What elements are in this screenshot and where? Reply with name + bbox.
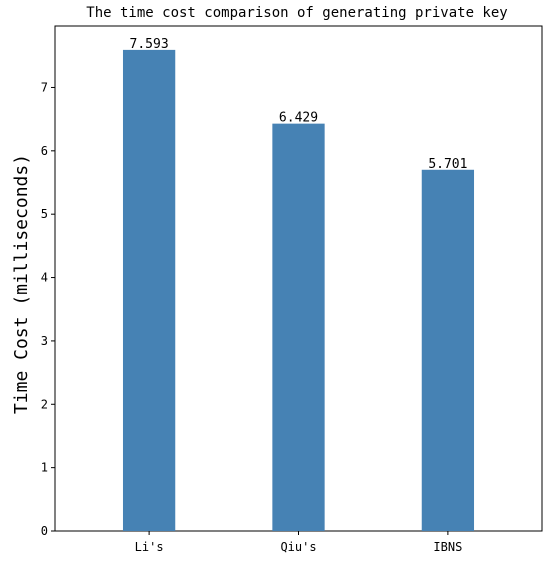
bar	[421, 169, 475, 531]
chart-title: The time cost comparison of generating p…	[86, 5, 507, 21]
y-tick-label: 4	[41, 271, 48, 285]
bar	[272, 123, 325, 531]
bar	[122, 49, 176, 532]
x-tick-label: Li's	[135, 540, 164, 554]
x-tick-label: Qiu's	[280, 540, 316, 554]
y-tick-label: 3	[41, 334, 48, 348]
bars	[122, 49, 475, 532]
y-tick-label: 6	[41, 144, 48, 158]
y-axis-ticks: 0 1 2 3 4 5 6 7	[41, 80, 55, 538]
y-tick-label: 2	[41, 397, 48, 411]
bar-value-label: 7.593	[130, 37, 169, 52]
y-tick-label: 1	[41, 461, 48, 475]
y-axis-label: Time Cost (milliseconds)	[11, 154, 32, 414]
bar-value-label: 5.701	[428, 157, 467, 172]
bar-value-labels: 7.593 6.429 5.701	[130, 37, 468, 172]
y-tick-label: 7	[41, 80, 48, 94]
x-axis-ticks: Li's Qiu's IBNS	[135, 531, 462, 554]
x-tick-label: IBNS	[433, 540, 462, 554]
bar-value-label: 6.429	[279, 111, 318, 126]
y-tick-label: 5	[41, 207, 48, 221]
y-tick-label: 0	[41, 524, 48, 538]
